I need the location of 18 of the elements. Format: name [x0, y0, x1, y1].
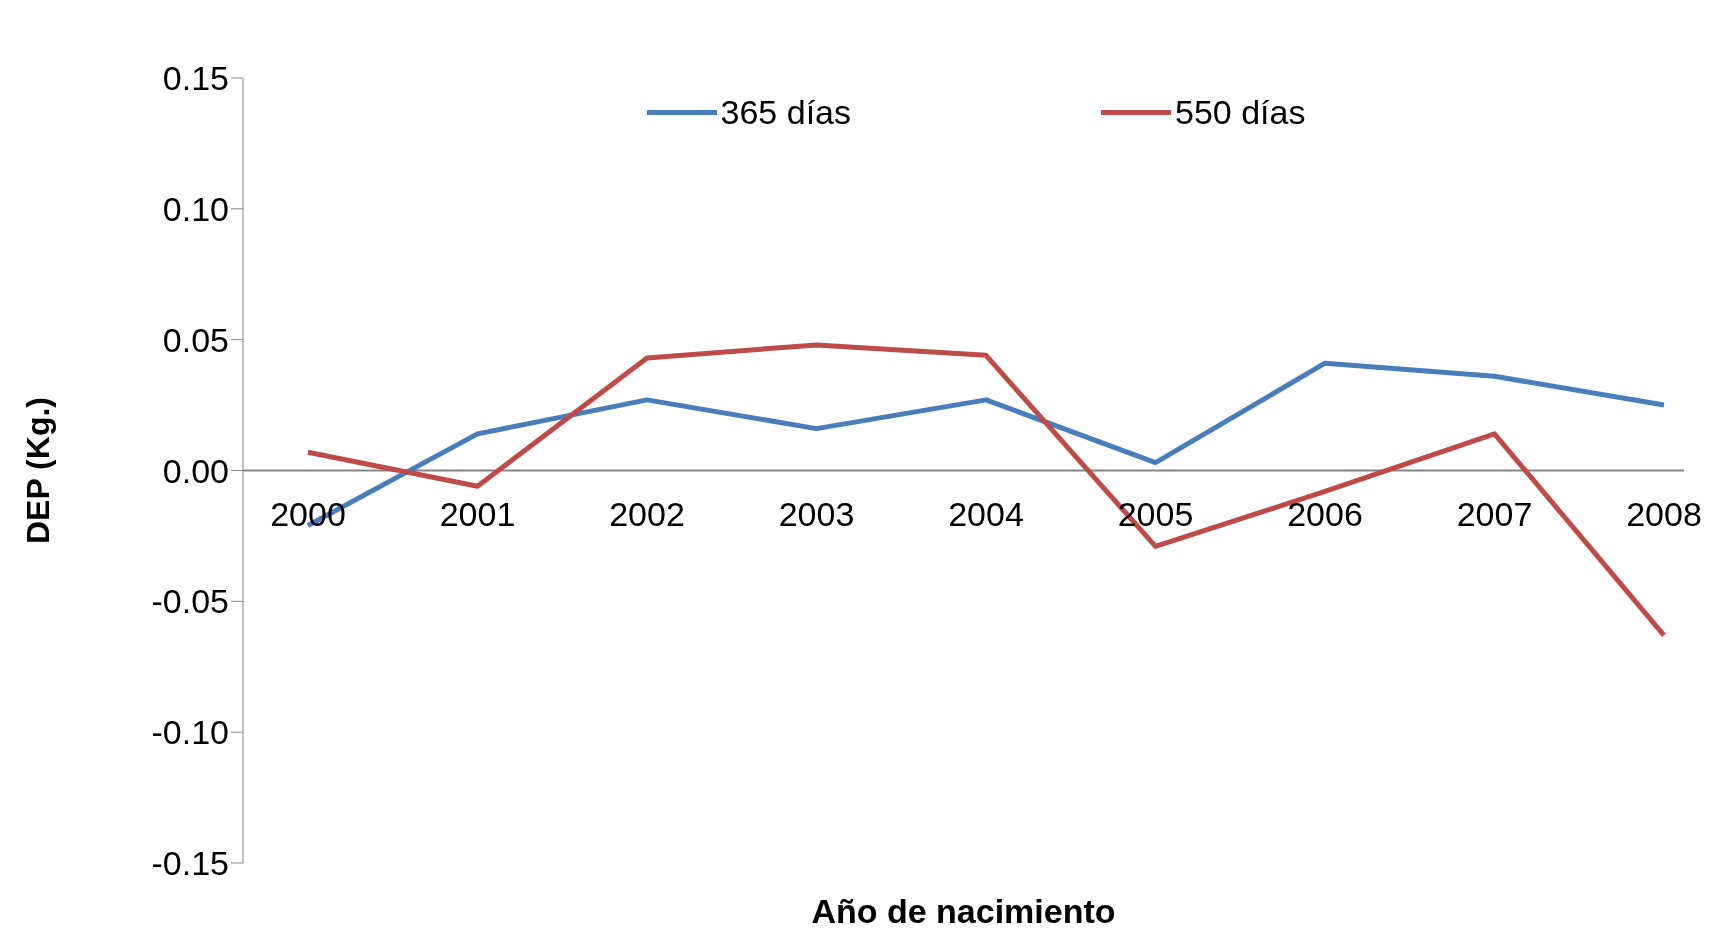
- y-tick-label: 0.00: [162, 451, 229, 490]
- x-tick-label: 2004: [948, 494, 1024, 533]
- x-tick-label: 2002: [609, 494, 685, 533]
- y-axis-title: DEP (Kg.): [20, 397, 57, 544]
- legend-label: 365 días: [720, 93, 851, 132]
- x-tick-label: 2006: [1287, 494, 1363, 533]
- y-tick-label: 0.05: [162, 320, 229, 359]
- y-tick-label: 0.15: [162, 59, 229, 98]
- x-tick-label: 2008: [1626, 494, 1702, 533]
- x-tick-label: 2003: [778, 494, 855, 533]
- y-tick-label: 0.10: [162, 189, 229, 228]
- legend-label: 550 días: [1175, 93, 1306, 132]
- x-tick-label: 2007: [1456, 494, 1533, 533]
- x-axis-title: Año de nacimiento: [811, 892, 1116, 930]
- x-tick-label: 2001: [439, 494, 516, 533]
- y-tick-label: -0.15: [151, 844, 229, 883]
- y-tick-label: -0.10: [151, 713, 229, 752]
- y-tick-label: -0.05: [151, 582, 229, 621]
